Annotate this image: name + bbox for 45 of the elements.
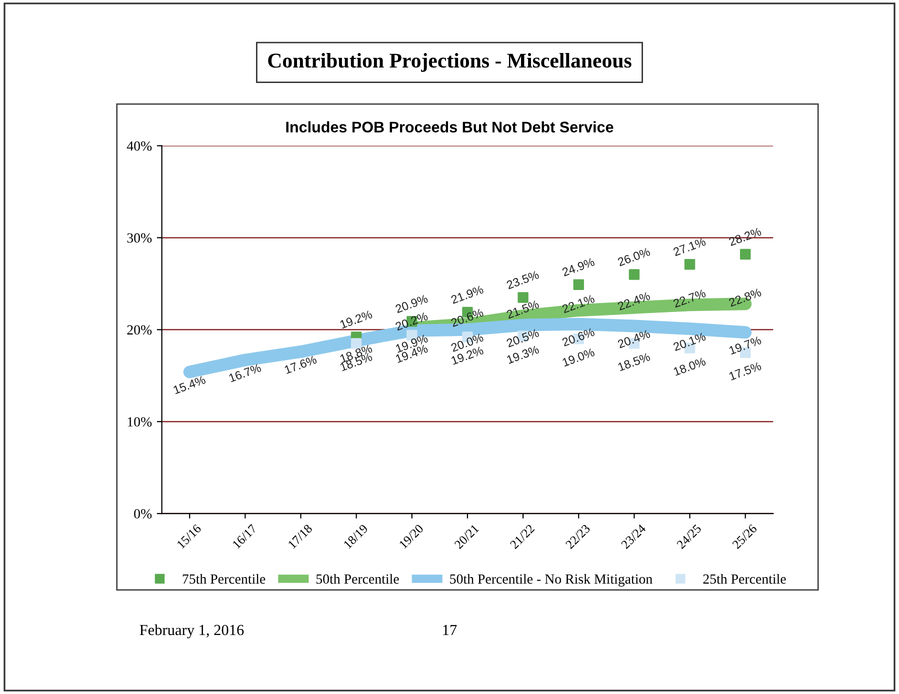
- point: [740, 248, 751, 260]
- data-label: 19.0%: [562, 348, 596, 367]
- data-label: 19.7%: [728, 336, 762, 355]
- legend-label: 25th Percentile: [703, 574, 786, 584]
- y-tick-label: 0%: [134, 509, 152, 519]
- data-label: 28.2%: [728, 227, 762, 246]
- point: [573, 279, 584, 290]
- data-label: 21.5%: [506, 300, 540, 319]
- data-label: 20.2%: [394, 312, 428, 331]
- y-tick-label: 30%: [127, 233, 152, 243]
- data-label: 18.0%: [673, 357, 706, 376]
- point: [628, 269, 640, 280]
- data-label: 19.3%: [506, 345, 540, 364]
- data-label: 20.9%: [394, 294, 428, 314]
- data-label: 20.6%: [562, 328, 596, 347]
- data-label: 22.8%: [728, 288, 762, 307]
- data-label: 27.1%: [672, 237, 706, 256]
- data-label: 20.4%: [617, 329, 651, 348]
- data-label: 23.5%: [506, 270, 540, 290]
- data-label: 15.4%: [172, 375, 206, 394]
- point: [684, 259, 696, 270]
- data-label: 21.9%: [450, 285, 484, 304]
- legend-label: 50th Percentile: [316, 574, 399, 584]
- data-label: 17.6%: [284, 355, 318, 374]
- data-label: 20.1%: [672, 332, 706, 352]
- chart-title: Contribution Projections - Miscellaneous: [268, 53, 632, 72]
- text: February 1, 2016: [140, 624, 244, 638]
- data-label: 20.6%: [450, 308, 484, 328]
- y-tick-label: 20%: [127, 325, 152, 335]
- data-label: 22.4%: [617, 292, 651, 310]
- chart-subtitle: Includes POB Proceeds But Not Debt Service: [286, 121, 614, 132]
- data-label: 18.5%: [618, 352, 651, 372]
- data-label: 22.1%: [562, 294, 596, 314]
- data-label: 22.7%: [672, 288, 706, 308]
- data-label: 26.0%: [617, 247, 651, 266]
- data-label: 20.5%: [506, 328, 540, 348]
- data-label: 16.7%: [228, 363, 262, 382]
- legend-label: 50th Percentile - No Risk Mitigation: [450, 574, 652, 587]
- data-label: 24.9%: [562, 257, 596, 276]
- legend-label: 75th Percentile: [182, 574, 266, 584]
- data-label: 19.2%: [340, 310, 373, 329]
- y-tick-label: 10%: [128, 417, 152, 427]
- y-tick-label: 40%: [126, 141, 152, 151]
- text: 17: [443, 624, 457, 636]
- data-label: 17.5%: [728, 362, 762, 380]
